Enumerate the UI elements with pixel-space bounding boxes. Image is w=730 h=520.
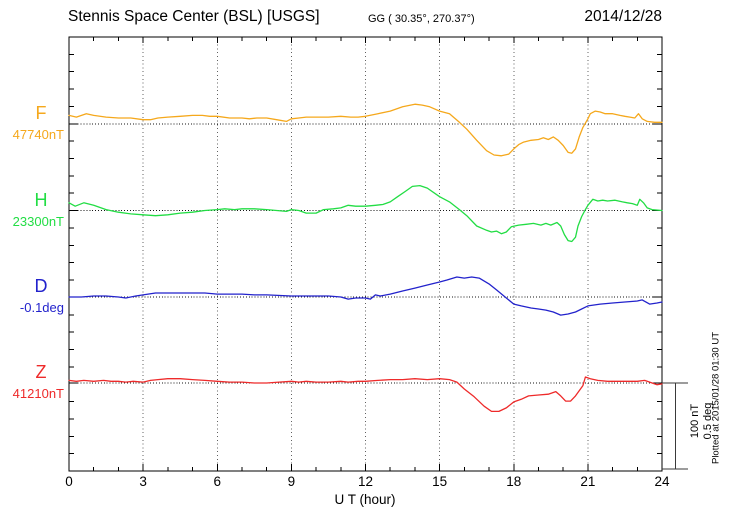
x-axis-label: U T (hour) <box>334 492 396 507</box>
plotted-at-note: Plotted at 2015/01/28 01:30 UT <box>710 331 722 465</box>
channel-letter-F: F <box>35 103 47 123</box>
channel-letter-D: D <box>34 276 48 296</box>
series-trace-H <box>68 184 663 243</box>
channel-baseline-value-H: 23300nT <box>12 213 64 229</box>
plot-date: 2014/12/28 <box>584 8 662 25</box>
x-tick-label-21: 21 <box>580 474 596 489</box>
scale-bar-label-nt: 100 nT <box>689 403 701 439</box>
channel-baseline-value-D: -0.1deg <box>19 300 64 315</box>
x-tick-label-18: 18 <box>506 474 522 489</box>
channel-letter-H: H <box>34 189 48 210</box>
x-tick-label-3: 3 <box>139 474 147 489</box>
series-trace-F <box>68 103 663 157</box>
channel-letter-Z: Z <box>35 362 47 382</box>
channel-baseline-value-Z: 41210nT <box>12 386 64 401</box>
x-tick-label-15: 15 <box>432 474 448 489</box>
series-trace-D <box>68 276 663 316</box>
page-title: Stennis Space Center (BSL) [USGS] <box>68 8 320 25</box>
series-trace-Z <box>68 376 663 413</box>
x-tick-label-24: 24 <box>654 474 670 489</box>
x-tick-label-9: 9 <box>287 474 296 489</box>
x-tick-label-12: 12 <box>357 474 374 489</box>
x-tick-label-6: 6 <box>213 474 221 489</box>
x-tick-label-0: 0 <box>65 474 73 489</box>
channel-baseline-value-F: 47740nT <box>12 127 64 142</box>
station-coordinates: GG ( 30.35°, 270.37°) <box>368 13 475 25</box>
